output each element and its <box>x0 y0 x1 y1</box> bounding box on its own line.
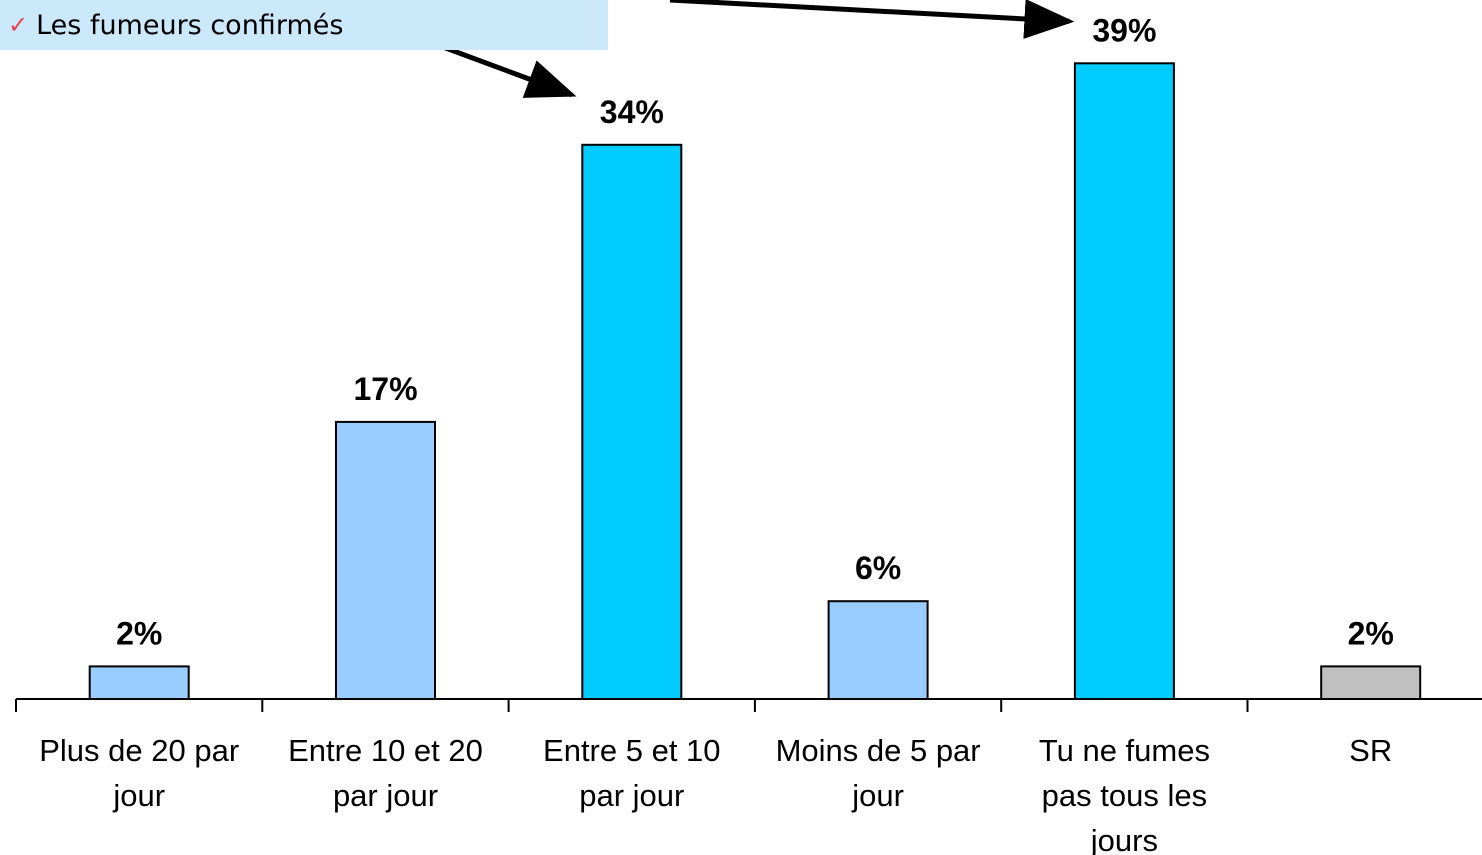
data-label-2: 34% <box>600 94 664 130</box>
callout-box: ✓ Les fumeurs confirmés <box>0 0 608 50</box>
category-label-2: Entre 5 et 10 par jour <box>543 733 721 813</box>
bar-1 <box>335 420 436 700</box>
bar-0 <box>88 665 190 701</box>
bar-5 <box>1320 665 1422 701</box>
bar-4 <box>1073 62 1175 701</box>
data-label-1: 17% <box>353 371 417 407</box>
check-icon: ✓ <box>8 11 29 39</box>
bar-3 <box>827 600 929 701</box>
callout-text: Les fumeurs confirmés <box>36 9 344 41</box>
data-label-3: 6% <box>855 550 901 586</box>
bar-2 <box>581 143 683 701</box>
x-axis <box>15 698 1482 712</box>
data-label-5: 2% <box>1348 615 1394 651</box>
category-label-5: SR <box>1349 733 1392 768</box>
category-label-1: Entre 10 et 20 par jour <box>288 733 483 813</box>
data-label-0: 2% <box>116 615 162 651</box>
bars-layer <box>88 62 1422 701</box>
category-label-4: Tu ne fumes pas tous les jours <box>1039 733 1210 855</box>
arrow-to-bar-4 <box>669 0 1075 39</box>
data-label-4: 39% <box>1092 12 1156 48</box>
labels-layer: 2% Plus de 20 par jour 17% Entre 10 et 20 par… <box>39 12 1394 855</box>
category-label-3: Moins de 5 par jour <box>776 733 981 813</box>
category-label-0: Plus de 20 par jour <box>39 733 239 813</box>
